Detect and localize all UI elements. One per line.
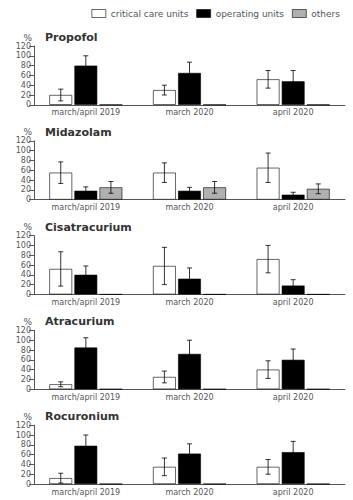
svg-text:april 2020: april 2020 [273,393,314,402]
svg-text:april 2020: april 2020 [273,203,314,212]
svg-text:march 2020: march 2020 [165,298,213,307]
svg-text:60: 60 [21,166,31,175]
svg-text:0: 0 [26,290,31,299]
svg-text:march/april 2019: march/april 2019 [52,108,121,117]
svg-text:40: 40 [21,176,31,185]
svg-text:120: 120 [16,42,31,51]
svg-text:120: 120 [16,421,31,430]
svg-text:20: 20 [21,375,31,384]
svg-text:march/april 2019: march/april 2019 [52,203,121,212]
svg-text:100: 100 [16,51,31,60]
svg-text:Propofol: Propofol [45,31,98,44]
svg-text:120: 120 [16,231,31,240]
svg-text:100: 100 [16,336,31,345]
svg-text:20: 20 [21,280,31,289]
svg-text:80: 80 [21,156,31,165]
svg-text:20: 20 [21,470,31,479]
svg-text:20: 20 [21,185,31,194]
svg-text:40: 40 [21,365,31,374]
svg-text:80: 80 [21,251,31,260]
svg-text:120: 120 [16,136,31,145]
svg-text:operating units: operating units [216,9,285,19]
svg-text:80: 80 [21,346,31,355]
svg-text:100: 100 [16,146,31,155]
svg-text:100: 100 [16,241,31,250]
svg-text:march/april 2019: march/april 2019 [52,488,121,497]
svg-text:0: 0 [26,480,31,489]
svg-text:0: 0 [26,100,31,109]
svg-text:80: 80 [21,440,31,449]
svg-text:march 2020: march 2020 [165,488,213,497]
svg-text:march/april 2019: march/april 2019 [52,393,121,402]
svg-text:march 2020: march 2020 [165,393,213,402]
svg-text:40: 40 [21,270,31,279]
svg-text:120: 120 [16,326,31,335]
svg-text:april 2020: april 2020 [273,108,314,117]
svg-text:Atracurium: Atracurium [45,315,114,328]
svg-text:march/april 2019: march/april 2019 [52,298,121,307]
svg-text:60: 60 [21,355,31,364]
svg-text:40: 40 [21,81,31,90]
svg-text:60: 60 [21,261,31,270]
svg-text:Midazolam: Midazolam [45,126,112,139]
svg-text:100: 100 [16,431,31,440]
svg-text:60: 60 [21,71,31,80]
svg-text:april 2020: april 2020 [273,488,314,497]
svg-text:40: 40 [21,460,31,469]
svg-text:Rocuronium: Rocuronium [45,410,119,423]
svg-text:Cisatracurium: Cisatracurium [45,221,132,234]
svg-text:80: 80 [21,61,31,70]
svg-text:60: 60 [21,450,31,459]
svg-text:critical care units: critical care units [111,9,189,19]
svg-text:20: 20 [21,91,31,100]
svg-text:0: 0 [26,385,31,394]
svg-text:0: 0 [26,195,31,204]
svg-text:march 2020: march 2020 [165,108,213,117]
svg-text:april 2020: april 2020 [273,298,314,307]
svg-text:march 2020: march 2020 [165,203,213,212]
svg-text:others: others [311,9,340,19]
